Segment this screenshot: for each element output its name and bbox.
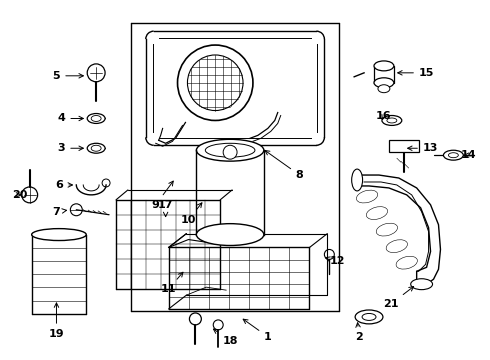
Text: 16: 16 xyxy=(376,111,392,121)
Ellipse shape xyxy=(196,139,264,161)
Text: 7: 7 xyxy=(52,207,67,217)
Text: 17: 17 xyxy=(158,200,173,217)
Text: 14: 14 xyxy=(461,150,476,160)
Ellipse shape xyxy=(362,314,376,320)
Text: 4: 4 xyxy=(57,113,83,123)
Ellipse shape xyxy=(411,279,433,290)
Text: 8: 8 xyxy=(265,150,303,180)
Text: 2: 2 xyxy=(355,323,363,342)
Ellipse shape xyxy=(374,78,394,88)
Ellipse shape xyxy=(87,143,105,153)
Polygon shape xyxy=(357,175,441,284)
Text: 20: 20 xyxy=(12,190,27,200)
Ellipse shape xyxy=(87,113,105,123)
Text: 18: 18 xyxy=(214,329,238,346)
Bar xyxy=(389,140,418,152)
Ellipse shape xyxy=(196,224,264,246)
Ellipse shape xyxy=(378,85,390,93)
Text: 3: 3 xyxy=(58,143,83,153)
Text: 6: 6 xyxy=(55,180,73,190)
Text: 15: 15 xyxy=(398,68,434,78)
Ellipse shape xyxy=(205,143,255,157)
Text: 19: 19 xyxy=(49,303,64,339)
Text: 12: 12 xyxy=(325,256,345,266)
Text: 21: 21 xyxy=(383,287,414,309)
Ellipse shape xyxy=(352,169,363,191)
Ellipse shape xyxy=(91,145,101,151)
Text: 11: 11 xyxy=(161,272,183,294)
Text: 1: 1 xyxy=(243,319,271,342)
Ellipse shape xyxy=(32,229,86,240)
Ellipse shape xyxy=(374,61,394,71)
Ellipse shape xyxy=(443,150,464,160)
Ellipse shape xyxy=(387,118,397,123)
Ellipse shape xyxy=(91,116,101,121)
Ellipse shape xyxy=(355,310,383,324)
Ellipse shape xyxy=(448,153,458,158)
Text: 10: 10 xyxy=(181,203,202,225)
Text: 5: 5 xyxy=(52,71,83,81)
Circle shape xyxy=(223,145,237,159)
Text: 13: 13 xyxy=(408,143,438,153)
Text: 9: 9 xyxy=(152,181,173,210)
Ellipse shape xyxy=(382,116,402,125)
